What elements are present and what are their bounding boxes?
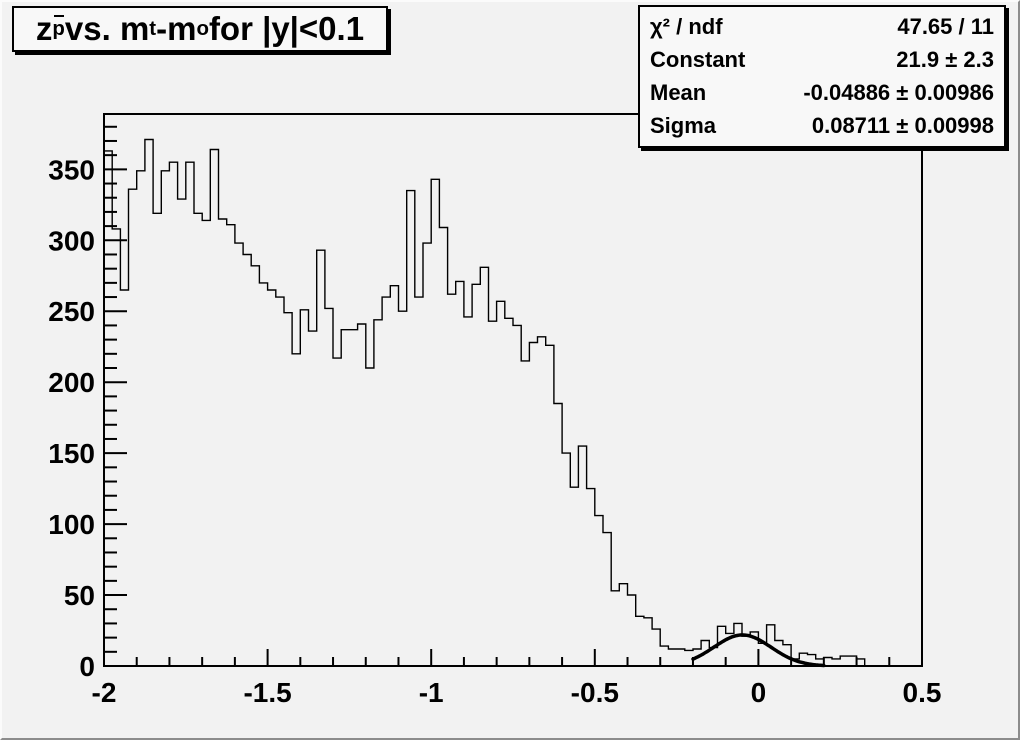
title-text-part: -m <box>156 10 197 47</box>
stat-row: Constant 21.9 ± 2.3 <box>650 49 994 71</box>
title-text-part: p <box>52 14 65 40</box>
y-tick-label: 250 <box>48 296 95 327</box>
stat-value: 0.08711 ± 0.00998 <box>811 112 994 138</box>
stat-label: χ² / ndf <box>650 14 723 40</box>
stats-box: χ² / ndf 47.65 / 11 Constant 21.9 ± 2.3 Mean… <box>638 5 1006 148</box>
stat-row: Mean -0.04886 ± 0.00986 <box>650 79 994 105</box>
stat-row: Sigma 0.08711 ± 0.00998 <box>650 112 994 138</box>
stat-value: -0.04886 ± 0.00986 <box>803 79 994 105</box>
stat-value: 21.9 ± 2.3 <box>896 47 994 73</box>
title-text-part: vs. m <box>64 10 150 47</box>
x-tick-label: 0.5 <box>903 677 942 708</box>
stat-row: χ² / ndf 47.65 / 11 <box>650 16 994 38</box>
title-text-part: z <box>35 10 53 47</box>
histogram-outline <box>103 138 922 667</box>
y-tick-label: 200 <box>48 367 95 398</box>
title-text-part: t <box>149 17 157 40</box>
y-tick-label: 100 <box>48 509 95 540</box>
y-tick-label: 0 <box>79 651 95 682</box>
y-tick-label: 150 <box>48 438 95 469</box>
x-tick-label: -1.5 <box>243 677 291 708</box>
y-tick-label: 300 <box>48 225 95 256</box>
x-tick-label: -0.5 <box>571 677 619 708</box>
title-text-part: o <box>196 17 209 40</box>
x-tick-label: -2 <box>92 677 117 708</box>
stat-label: Sigma <box>650 112 717 138</box>
stat-value: 47.65 / 11 <box>897 14 994 40</box>
title-text-part: for |y|<0.1 <box>208 10 365 47</box>
y-tick-label: 350 <box>48 154 95 185</box>
x-tick-label: -1 <box>419 677 444 708</box>
axis-frame <box>103 113 923 667</box>
stat-label: Constant <box>650 47 746 73</box>
gaussian-fit-curve <box>691 633 826 668</box>
x-tick-label: 0 <box>751 677 767 708</box>
y-tick-label: 50 <box>64 580 95 611</box>
stat-label: Mean <box>650 79 707 105</box>
